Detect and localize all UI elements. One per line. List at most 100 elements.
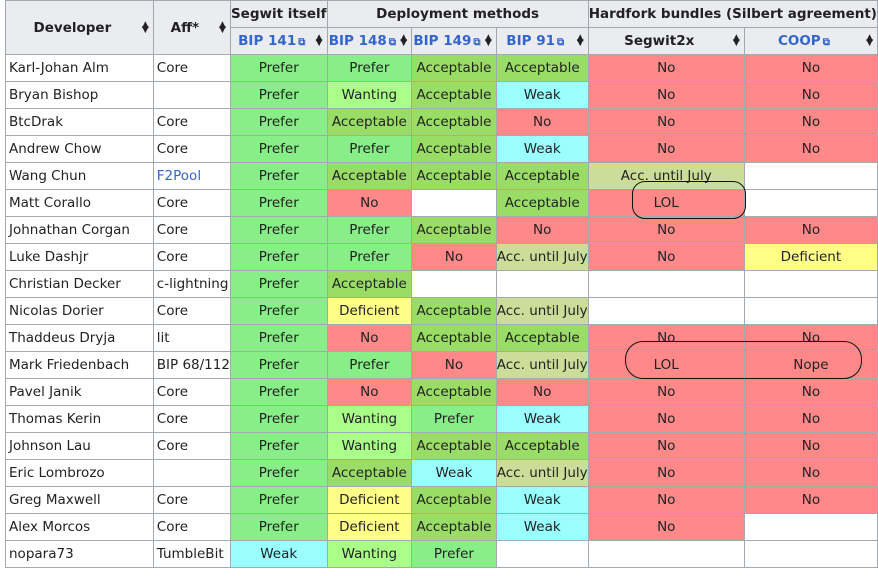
sort-icon[interactable]: ▲ ▼ <box>732 33 740 48</box>
developer-name: BtcDrak <box>5 108 154 136</box>
affiliation: Core <box>152 243 231 271</box>
bip149-cell: No <box>411 351 497 379</box>
coop-cell: No <box>743 324 878 352</box>
bip148-cell: Acceptable <box>326 108 413 136</box>
bip149-cell: Acceptable <box>411 135 497 163</box>
affiliation: Core <box>152 513 231 541</box>
bip149-link[interactable]: BIP 149 <box>413 33 472 49</box>
bip91-header[interactable]: BIP 91 ⧉ ▲ ▼ <box>495 27 589 55</box>
table-row: Johnson Lau Core Prefer Wanting Acceptable Ac… <box>5 432 878 460</box>
bip141-cell: Prefer <box>229 189 328 217</box>
coop-cell: No <box>743 432 878 460</box>
sort-icon[interactable]: ▲ ▼ <box>141 19 149 35</box>
affiliation: Core <box>152 486 231 514</box>
segwit2x-cell: No <box>587 459 745 487</box>
affiliation-link[interactable]: F2Pool <box>156 168 202 184</box>
developer-header[interactable]: Developer ▲ ▼ <box>5 0 154 55</box>
coop-link[interactable]: COOP <box>777 33 821 49</box>
segwit2x-cell: No <box>587 135 745 163</box>
affiliation: c-lightning <box>152 270 231 298</box>
affiliation: TumbleBit <box>152 540 231 568</box>
bip91-link[interactable]: BIP 91 <box>506 33 555 49</box>
bip149-header[interactable]: BIP 149 ⧉ ▲ ▼ <box>411 27 497 55</box>
affiliation: Core <box>152 297 231 325</box>
bip91-cell: No <box>495 378 589 406</box>
bip91-cell: Acceptable <box>495 324 589 352</box>
sort-icon[interactable]: ▲ ▼ <box>866 33 873 48</box>
segwit2x-header[interactable]: Segwit2x ▲ ▼ <box>587 27 745 55</box>
bip141-link[interactable]: BIP 141 <box>238 33 297 49</box>
bip141-cell: Prefer <box>229 243 328 271</box>
coop-cell: Deficient <box>743 243 878 271</box>
bip148-cell: No <box>326 324 413 352</box>
bip148-cell: Wanting <box>326 405 413 433</box>
table-row: Andrew Chow Core Prefer Prefer Acceptable Wea… <box>5 135 878 163</box>
bip141-cell: Prefer <box>229 324 328 352</box>
sort-icon[interactable]: ▲ ▼ <box>400 33 408 48</box>
sort-icon[interactable]: ▲ ▼ <box>484 33 492 48</box>
bip149-cell: No <box>411 243 497 271</box>
developer-name: nopara73 <box>5 540 154 568</box>
aff-header[interactable]: Aff* ▲ ▼ <box>152 0 231 55</box>
bip141-header[interactable]: BIP 141 ⧉ ▲ ▼ <box>229 27 328 55</box>
developer-name: Mark Friedenbach <box>5 351 154 379</box>
bip141-cell: Prefer <box>229 81 328 109</box>
bip148-cell: No <box>326 189 413 217</box>
affiliation: F2Pool <box>152 162 231 190</box>
segwit2x-cell: No <box>587 486 745 514</box>
bip148-cell: Wanting <box>326 432 413 460</box>
bip148-link[interactable]: BIP 148 <box>328 33 387 49</box>
table-row: Mark Friedenbach BIP 68/112 Prefer Prefer No… <box>5 351 878 379</box>
segwit2x-cell: No <box>587 81 745 109</box>
coop-header[interactable]: COOP ⧉ ▲ ▼ <box>743 27 878 55</box>
bip149-cell: Acceptable <box>411 297 497 325</box>
bip149-cell: Acceptable <box>411 513 497 541</box>
bip148-cell: No <box>326 378 413 406</box>
bip141-cell: Prefer <box>229 513 328 541</box>
developer-name: Wang Chun <box>5 162 154 190</box>
aff-header-label: Aff* <box>170 19 200 36</box>
table-row: Nicolas Dorier Core Prefer Deficient Accepta… <box>5 297 878 325</box>
segwit2x-cell: No <box>587 216 745 244</box>
bip149-cell: Acceptable <box>411 81 497 109</box>
bip148-cell: Prefer <box>326 351 413 379</box>
bip91-cell: Weak <box>495 81 589 109</box>
bip91-cell <box>495 540 589 568</box>
segwit-itself-header: Segwit itself <box>229 0 328 28</box>
bip149-cell: Acceptable <box>411 162 497 190</box>
bip149-cell: Weak <box>411 459 497 487</box>
coop-cell: No <box>743 54 878 82</box>
segwit2x-cell: No <box>587 54 745 82</box>
affiliation: Core <box>152 108 231 136</box>
segwit2x-cell: No <box>587 432 745 460</box>
bip91-cell: Acc. until July <box>495 243 589 271</box>
developer-name: Nicolas Dorier <box>5 297 154 325</box>
affiliation: Core <box>152 405 231 433</box>
sort-icon[interactable]: ▲ ▼ <box>576 33 584 48</box>
segwit2x-cell <box>587 270 745 298</box>
hardfork-bundles-header: Hardfork bundles (Silbert agreement) <box>587 0 878 28</box>
affiliation <box>152 81 231 109</box>
bip148-cell: Prefer <box>326 243 413 271</box>
bip141-cell: Prefer <box>229 486 328 514</box>
bip148-cell: Prefer <box>326 135 413 163</box>
bip149-cell <box>411 270 497 298</box>
affiliation: BIP 68/112 <box>152 351 231 379</box>
developer-name: Luke Dashjr <box>5 243 154 271</box>
coop-cell <box>743 162 878 190</box>
bip148-header[interactable]: BIP 148 ⧉ ▲ ▼ <box>326 27 413 55</box>
bip91-cell: Acc. until July <box>495 351 589 379</box>
bip91-cell: Acc. until July <box>495 297 589 325</box>
bip149-cell: Acceptable <box>411 486 497 514</box>
bip141-cell: Prefer <box>229 162 328 190</box>
coop-cell: No <box>743 405 878 433</box>
segwit2x-cell: No <box>587 378 745 406</box>
coop-cell: No <box>743 216 878 244</box>
sort-icon[interactable]: ▲ ▼ <box>315 33 323 48</box>
coop-cell: No <box>743 81 878 109</box>
sort-icon[interactable]: ▲ ▼ <box>219 19 226 35</box>
external-link-icon: ⧉ <box>298 37 306 48</box>
bip141-cell: Prefer <box>229 270 328 298</box>
affiliation: lit <box>152 324 231 352</box>
bip141-cell: Prefer <box>229 216 328 244</box>
